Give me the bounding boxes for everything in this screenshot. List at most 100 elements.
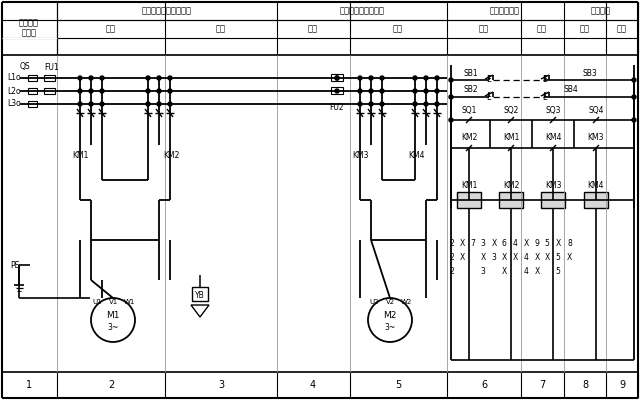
Text: X: X [481,254,486,262]
Text: 上升: 上升 [106,24,116,34]
Circle shape [78,89,82,93]
Bar [331,74,343,81]
Text: 3~: 3~ [108,322,118,332]
Circle shape [100,102,104,106]
Circle shape [157,102,161,106]
Text: 2: 2 [108,380,114,390]
Circle shape [168,89,172,93]
Text: X: X [556,238,561,248]
Text: E: E [486,92,492,102]
Text: U2: U2 [369,299,379,305]
Text: X: X [534,268,540,276]
Text: 升降电动机及电气制动: 升降电动机及电气制动 [142,6,192,16]
Text: KM3: KM3 [352,150,369,160]
Circle shape [380,76,384,80]
Text: SQ2: SQ2 [503,106,518,114]
Bar [44,88,55,94]
Text: M2: M2 [383,310,397,320]
Circle shape [335,76,339,80]
Text: SQ1: SQ1 [461,106,477,114]
Text: 7: 7 [470,238,476,248]
Circle shape [78,102,82,106]
Text: KM3: KM3 [545,180,561,190]
Circle shape [424,102,428,106]
Bar [499,192,523,208]
Circle shape [369,76,373,80]
Circle shape [380,89,384,93]
Bar [192,287,208,301]
Text: X: X [534,254,540,262]
Bar [28,88,37,94]
Circle shape [369,89,373,93]
Text: KM2: KM2 [461,134,477,142]
Circle shape [424,89,428,93]
Circle shape [435,102,439,106]
Text: KM4: KM4 [588,180,604,190]
Text: FU1: FU1 [44,62,59,72]
Circle shape [157,89,161,93]
Text: KM1: KM1 [72,150,88,160]
Circle shape [413,76,417,80]
Circle shape [89,76,93,80]
Text: KM1: KM1 [503,134,519,142]
Text: X: X [545,254,550,262]
Bar [28,75,37,81]
Text: L3o: L3o [7,100,21,108]
Text: SB1: SB1 [464,68,478,78]
Text: SB2: SB2 [464,86,478,94]
Text: X: X [566,254,572,262]
Circle shape [146,76,150,80]
Text: 5: 5 [556,254,561,262]
Text: 向前: 向前 [580,24,590,34]
Circle shape [413,102,417,106]
Text: W2: W2 [401,299,412,305]
Text: 9: 9 [534,238,540,248]
Text: 下降: 下降 [216,24,226,34]
Text: 向前: 向前 [308,24,318,34]
Text: 9: 9 [619,380,625,390]
Text: 6: 6 [481,380,487,390]
Circle shape [78,76,82,80]
Bar [28,101,37,107]
Circle shape [449,95,453,99]
Text: 3~: 3~ [385,322,396,332]
Text: 向后: 向后 [393,24,403,34]
Text: U1: U1 [92,299,102,305]
Text: 4: 4 [524,268,529,276]
Text: KM1: KM1 [461,180,477,190]
Text: X: X [460,238,465,248]
Circle shape [358,102,362,106]
Text: L2o: L2o [7,86,21,96]
Text: 电源开关
及保护: 电源开关 及保护 [19,18,39,38]
Text: 7: 7 [539,380,545,390]
Text: SQ3: SQ3 [545,106,561,114]
Text: SB3: SB3 [582,68,597,78]
Text: 上升: 上升 [479,24,489,34]
Text: SQ4: SQ4 [588,106,604,114]
Text: 6: 6 [502,238,506,248]
Circle shape [168,102,172,106]
Circle shape [435,76,439,80]
Circle shape [358,89,362,93]
Circle shape [632,118,636,122]
Text: X: X [492,238,497,248]
Circle shape [100,89,104,93]
Text: 8: 8 [582,380,588,390]
Circle shape [632,95,636,99]
Circle shape [100,76,104,80]
Text: X: X [524,238,529,248]
Circle shape [632,78,636,82]
Circle shape [369,102,373,106]
Text: W1: W1 [124,299,134,305]
Text: YB: YB [195,290,205,300]
Circle shape [449,118,453,122]
Circle shape [358,76,362,80]
Circle shape [435,89,439,93]
Text: 控制吊钩升降: 控制吊钩升降 [490,6,520,16]
Circle shape [380,102,384,106]
Text: 2: 2 [450,238,454,248]
Circle shape [157,76,161,80]
Text: V2: V2 [387,299,396,305]
Text: E: E [543,76,547,84]
Bar [331,87,343,94]
